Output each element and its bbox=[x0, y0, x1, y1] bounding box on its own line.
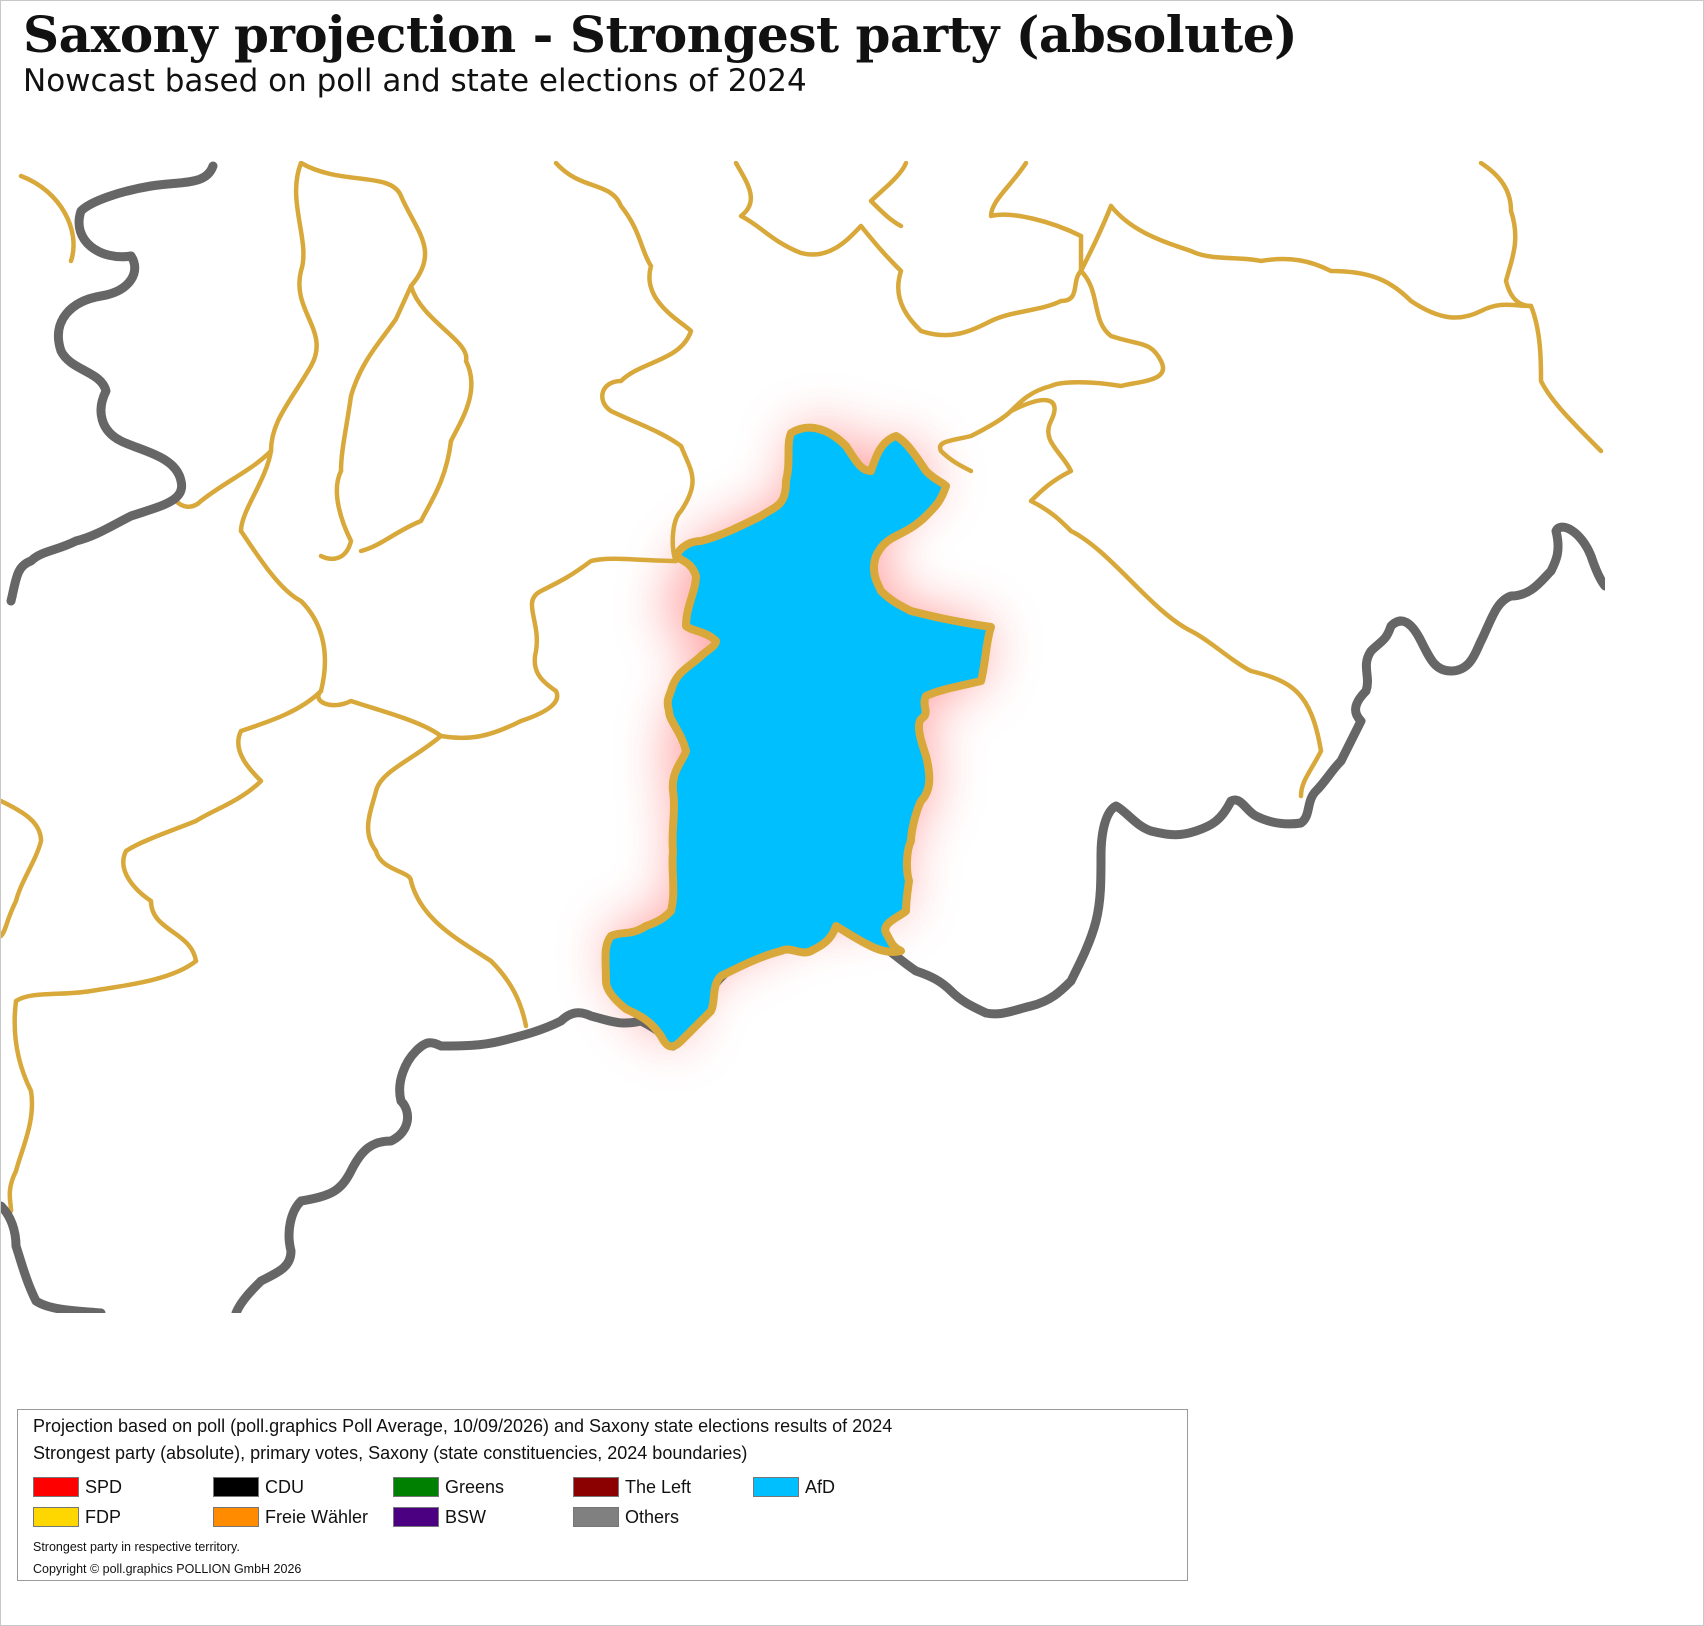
legend-label: Freie Wähler bbox=[265, 1506, 369, 1527]
spd-swatch bbox=[33, 1477, 79, 1497]
others-swatch bbox=[573, 1507, 619, 1527]
legend-label: Others bbox=[625, 1506, 680, 1527]
legend-description-line: Strongest party (absolute), primary vote… bbox=[33, 1443, 748, 1463]
map-subtitle: Nowcast based on poll and state election… bbox=[23, 63, 807, 99]
legend-item-cdu: CDU bbox=[213, 1475, 304, 1499]
legend-item-greens: Greens bbox=[393, 1475, 504, 1499]
legend-item-others: Others bbox=[573, 1505, 679, 1529]
freie-waehler-swatch bbox=[213, 1507, 259, 1527]
legend-label: Greens bbox=[445, 1476, 505, 1497]
legend-label: FDP bbox=[85, 1506, 121, 1527]
constituency-borders bbox=[1, 161, 1604, 1214]
map-title: Saxony projection - Strongest party (abs… bbox=[23, 5, 1298, 64]
highlighted-constituency bbox=[601, 423, 995, 1051]
legend-item-afd: AfD bbox=[753, 1475, 835, 1499]
legend-item-bsw: BSW bbox=[393, 1505, 486, 1529]
constituency-map bbox=[1, 161, 1605, 1313]
the-left-swatch bbox=[573, 1477, 619, 1497]
legend-item-spd: SPD bbox=[33, 1475, 122, 1499]
cdu-swatch bbox=[213, 1477, 259, 1497]
copyright: Copyright © poll.graphics POLLION GmbH 2… bbox=[33, 1562, 302, 1576]
greens-swatch bbox=[393, 1477, 439, 1497]
legend-item-freie-waehler: Freie Wähler bbox=[213, 1505, 368, 1529]
legend-item-fdp: FDP bbox=[33, 1505, 121, 1529]
legend-source-line: Projection based on poll (poll.graphics … bbox=[33, 1416, 893, 1436]
legend-label: CDU bbox=[265, 1476, 304, 1497]
legend-label: The Left bbox=[625, 1476, 692, 1497]
legend-item-the-left: The Left bbox=[573, 1475, 691, 1499]
legend-note: Strongest party in respective territory. bbox=[33, 1540, 240, 1554]
afd-swatch bbox=[753, 1477, 799, 1497]
legend-label: AfD bbox=[805, 1476, 836, 1497]
bsw-swatch bbox=[393, 1507, 439, 1527]
fdp-swatch bbox=[33, 1507, 79, 1527]
legend-label: SPD bbox=[85, 1476, 123, 1497]
legend-label: BSW bbox=[445, 1506, 487, 1527]
legend: Projection based on poll (poll.graphics … bbox=[17, 1409, 1188, 1581]
